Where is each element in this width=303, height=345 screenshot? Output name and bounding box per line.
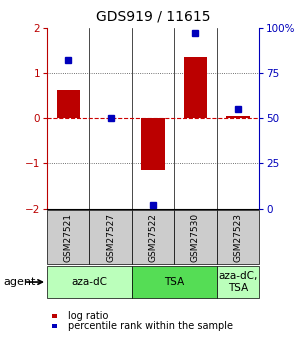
Text: agent: agent (3, 277, 35, 287)
Text: GSM27521: GSM27521 (64, 213, 73, 262)
Title: GDS919 / 11615: GDS919 / 11615 (96, 10, 210, 24)
Bar (47, 210, 89, 264)
Text: GSM27522: GSM27522 (148, 213, 158, 262)
Bar (89, 210, 132, 264)
Text: GSM27523: GSM27523 (233, 213, 242, 262)
Bar (217, 210, 259, 264)
Text: TSA: TSA (164, 277, 184, 287)
Bar (141, 118, 165, 170)
Bar (132, 266, 217, 298)
Text: log ratio: log ratio (68, 311, 108, 321)
Bar (174, 210, 217, 264)
Text: percentile rank within the sample: percentile rank within the sample (68, 321, 233, 331)
Bar (132, 210, 174, 264)
Bar (226, 116, 250, 118)
Bar (47, 266, 132, 298)
Bar (184, 57, 207, 118)
Text: GSM27530: GSM27530 (191, 213, 200, 262)
Text: GSM27527: GSM27527 (106, 213, 115, 262)
Bar (56, 90, 80, 118)
Text: aza-dC: aza-dC (72, 277, 107, 287)
Text: aza-dC,
TSA: aza-dC, TSA (218, 271, 258, 293)
Bar (217, 266, 259, 298)
